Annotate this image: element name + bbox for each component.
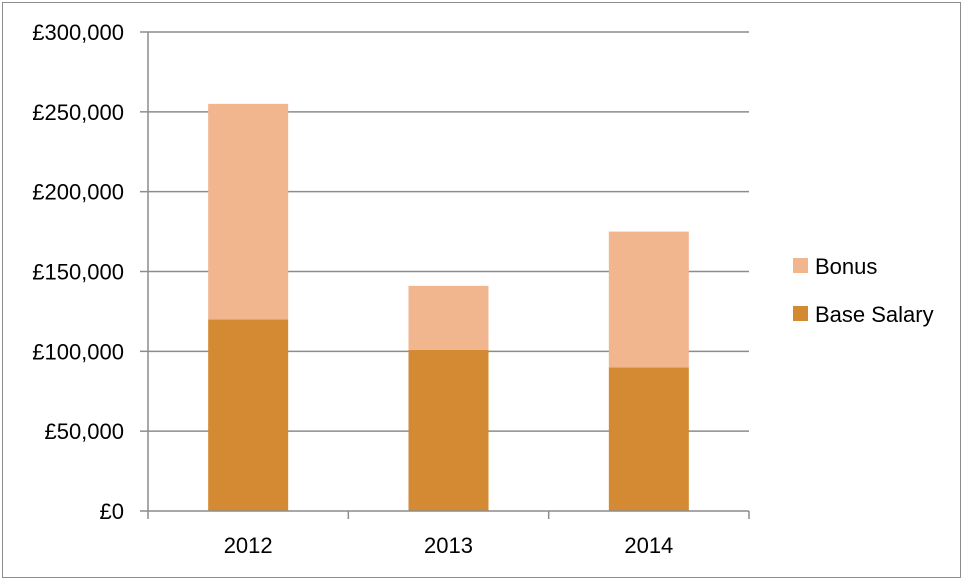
y-tick-label: £200,000 [32, 180, 124, 205]
y-tick-label: £250,000 [32, 100, 124, 125]
x-tick-label: 2014 [624, 533, 673, 558]
bar-bonus-2014 [608, 231, 689, 368]
legend-swatch-base-salary [793, 306, 808, 321]
bar-bonus-2012 [208, 103, 289, 320]
y-tick-label: £300,000 [32, 20, 124, 45]
y-tick-label: £50,000 [44, 419, 124, 444]
y-tick-label: £100,000 [32, 339, 124, 364]
legend-swatch-bonus [793, 258, 808, 273]
y-tick-label: £0 [100, 499, 124, 524]
x-tick-label: 2012 [224, 533, 273, 558]
bar-base-salary-2012 [208, 319, 289, 511]
bar-base-salary-2013 [408, 349, 489, 511]
legend-label-bonus: Bonus [815, 254, 877, 279]
bar-base-salary-2014 [608, 367, 689, 511]
bar-bonus-2013 [408, 285, 489, 350]
y-tick-label: £150,000 [32, 260, 124, 285]
x-tick-label: 2013 [424, 533, 473, 558]
legend-label-base-salary: Base Salary [815, 302, 934, 327]
